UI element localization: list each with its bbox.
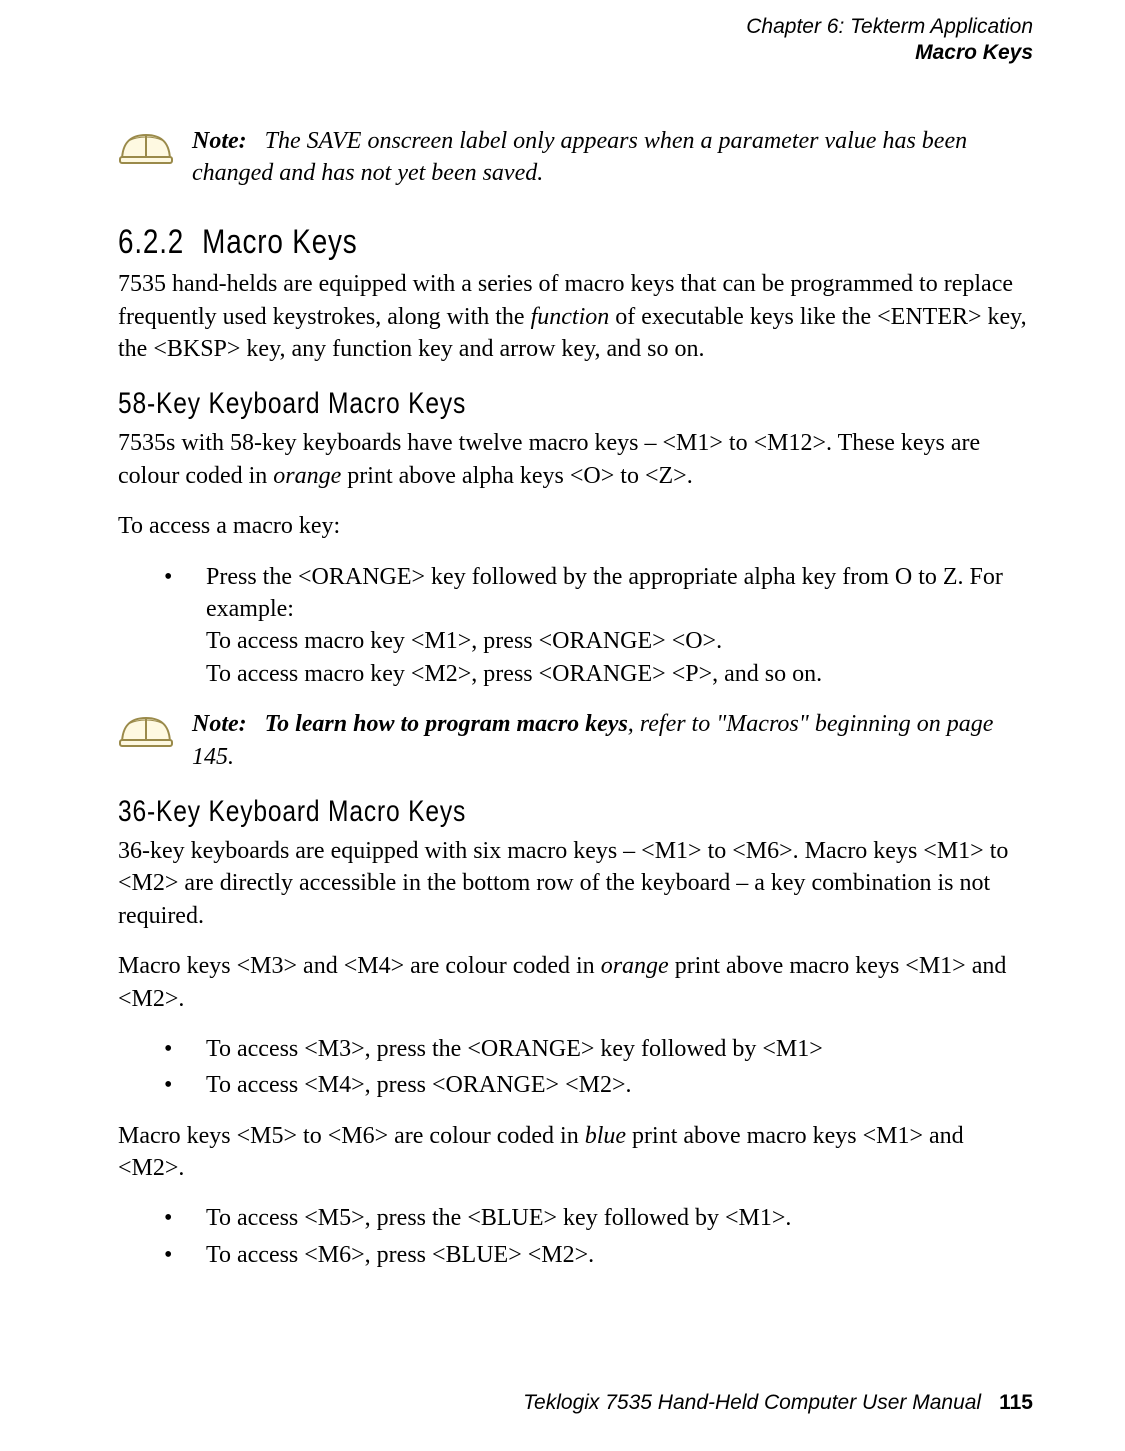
para-622: 7535 hand-helds are equipped with a seri… [118, 268, 1033, 365]
para-622-func: function [531, 304, 610, 330]
page: Chapter 6: Tekterm Application Macro Key… [0, 0, 1125, 1451]
list-item: To access <M4>, press <ORANGE> <M2>. [164, 1069, 1033, 1101]
heading-number: 6.2.2 [118, 223, 184, 261]
note-icon [118, 127, 174, 167]
list-item: To access <M3>, press the <ORANGE> key f… [164, 1033, 1033, 1065]
header-section: Macro Keys [118, 40, 1033, 66]
para-36-3: Macro keys <M5> to <M6> are colour coded… [118, 1120, 1033, 1185]
para-58-1: 7535s with 58-key keyboards have twelve … [118, 427, 1033, 492]
header-chapter: Chapter 6: Tekterm Application [118, 14, 1033, 40]
note-icon [118, 710, 174, 750]
list-item: Press the <ORANGE> key followed by the a… [164, 561, 1033, 691]
note-block-2: Note:To learn how to program macro keys,… [118, 708, 1033, 773]
note-1-label: Note: [192, 128, 247, 154]
para-36-3-pre: Macro keys <M5> to <M6> are colour coded… [118, 1123, 585, 1149]
running-header: Chapter 6: Tekterm Application Macro Key… [118, 14, 1033, 67]
list-item: To access <M6>, press <BLUE> <M2>. [164, 1239, 1033, 1271]
page-footer: Teklogix 7535 Hand-Held Computer User Ma… [523, 1391, 1033, 1415]
list-36b: To access <M5>, press the <BLUE> key fol… [164, 1202, 1033, 1271]
para-58-1-orange: orange [273, 463, 341, 489]
list-item: To access <M5>, press the <BLUE> key fol… [164, 1202, 1033, 1234]
list-36a: To access <M3>, press the <ORANGE> key f… [164, 1033, 1033, 1102]
para-58-1-post: print above alpha keys <O> to <Z>. [341, 463, 692, 489]
para-36-1: 36-key keyboards are equipped with six m… [118, 835, 1033, 932]
footer-manual: Teklogix 7535 Hand-Held Computer User Ma… [523, 1391, 981, 1414]
note-2-bold: To learn how to program macro keys [265, 711, 628, 737]
list-58-l1: Press the <ORANGE> key followed by the a… [206, 564, 1003, 622]
heading-6-2-2: 6.2.2 Macro Keys [118, 223, 868, 262]
note-1-text: Note:The SAVE onscreen label only appear… [192, 125, 1033, 190]
para-58-2: To access a macro key: [118, 510, 1033, 542]
heading-58key: 58-Key Keyboard Macro Keys [118, 387, 868, 421]
para-36-2-pre: Macro keys <M3> and <M4> are colour code… [118, 953, 601, 979]
para-36-3-blue: blue [585, 1123, 626, 1149]
list-58-l2: To access macro key <M1>, press <ORANGE>… [206, 628, 722, 654]
heading-title: Macro Keys [202, 223, 357, 261]
para-36-2-orange: orange [601, 953, 669, 979]
note-1-body: The SAVE onscreen label only appears whe… [192, 128, 967, 186]
note-2-label: Note: [192, 711, 247, 737]
note-2-text: Note:To learn how to program macro keys,… [192, 708, 1033, 773]
footer-page-number: 115 [999, 1391, 1033, 1414]
list-58-l3: To access macro key <M2>, press <ORANGE>… [206, 661, 822, 687]
list-58: Press the <ORANGE> key followed by the a… [164, 561, 1033, 691]
heading-36key: 36-Key Keyboard Macro Keys [118, 795, 868, 829]
note-block-1: Note:The SAVE onscreen label only appear… [118, 125, 1033, 190]
para-36-2: Macro keys <M3> and <M4> are colour code… [118, 950, 1033, 1015]
